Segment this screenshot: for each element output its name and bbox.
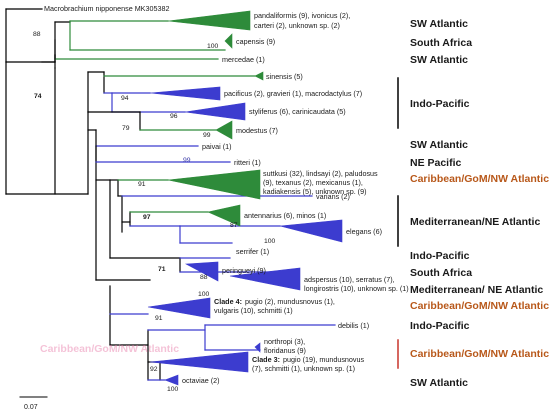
taxon-antennarius: antennarius (6), minos (1) xyxy=(244,211,326,220)
taxon-suttkusi-2: (9), texanus (2), mexicanus (1), xyxy=(263,178,363,187)
bootstrap-value: 87 xyxy=(230,222,238,229)
taxon-ritteri: ritteri (1) xyxy=(234,158,261,167)
bootstrap-value: 100 xyxy=(264,238,276,245)
bootstrap-value: 100 xyxy=(207,43,219,50)
region-labels: SW Atlantic South Africa SW Atlantic Ind… xyxy=(410,18,549,389)
clade-triangle-pandaliformis xyxy=(167,10,251,31)
clade4-label: Clade 4: xyxy=(214,297,242,306)
clade-triangle-adspersus xyxy=(229,267,301,291)
indo-pacific-branches xyxy=(87,71,256,195)
faded-region-label: Caribbean/GoM/NW Atlantic xyxy=(40,343,179,355)
taxon-pandaliformis: pandaliformis (9), ivonicus (2), xyxy=(254,11,350,20)
bootstrap-value: 88 xyxy=(200,274,208,281)
taxon-modestus: modestus (7) xyxy=(236,126,278,135)
region-mediterranean-1: Mediterranean/NE Atlantic xyxy=(410,216,540,228)
main-stem xyxy=(5,61,89,195)
taxon-elegans: elegans (6) xyxy=(346,227,382,236)
clade-triangle-northropi xyxy=(254,342,261,353)
top-clade-branches xyxy=(54,20,226,63)
scale-bar-label: 0.07 xyxy=(24,404,38,411)
root-branches xyxy=(5,8,56,63)
clade-triangle-clade4 xyxy=(147,297,211,319)
region-sw-atlantic-4: SW Atlantic xyxy=(410,377,468,389)
clade-triangle-sinensis xyxy=(254,71,264,81)
taxon-mercedae: mercedae (1) xyxy=(222,55,265,64)
bootstrap-value: 71 xyxy=(158,266,166,273)
region-mediterranean-2: Mediterranean/ NE Atlantic xyxy=(410,284,543,296)
clade-triangle-modestus xyxy=(215,120,233,140)
clade-triangle-capensis xyxy=(224,33,233,49)
taxon-sinensis: sinensis (5) xyxy=(266,72,303,81)
region-sw-atlantic-1: SW Atlantic xyxy=(410,18,468,30)
bootstrap-value: 97 xyxy=(143,214,151,221)
taxon-adspersus-1: adspersus (10), serratus (7), xyxy=(304,275,395,284)
taxon-clade3-1: pugio (19), mundusnovus xyxy=(283,355,365,364)
taxon-capensis: capensis (9) xyxy=(236,37,275,46)
clade3-label: Clade 3: xyxy=(252,355,280,364)
taxon-northropi-1: northropi (3), xyxy=(264,337,305,346)
bottom-clade-branches xyxy=(95,279,336,381)
region-caribbean-1: Caribbean/GoM/NW Atlantic xyxy=(410,173,549,185)
root-label: Macrobrachium nipponense MK305382 xyxy=(44,4,169,13)
bootstrap-value: 100 xyxy=(167,386,179,393)
taxon-pandaliformis-2: carteri (2), unknown sp. (2) xyxy=(254,21,340,30)
region-indo-pacific-2: Indo-Pacific xyxy=(410,250,470,262)
taxon-adspersus-2: longirostris (10), unknown sp. (1) xyxy=(304,284,409,293)
taxon-styliferus: styliferus (6), carinicaudata (5) xyxy=(249,107,346,116)
taxon-pacificus: pacificus (2), gravieri (1), macrodactyl… xyxy=(224,89,362,98)
taxon-suttkusi-1: suttkusi (32), lindsayi (2), paludosus xyxy=(263,169,378,178)
region-caribbean-2: Caribbean/GoM/NW Atlantic xyxy=(410,300,549,312)
taxon-suttkusi-3: kadiakensis (5), unknown sp. (9) xyxy=(263,187,366,196)
taxon-paivai: paivai (1) xyxy=(202,142,232,151)
bootstrap-value: 99 xyxy=(203,132,211,139)
bootstrap-value: 88 xyxy=(33,31,41,38)
taxon-debilis: debilis (1) xyxy=(338,321,369,330)
bootstrap-value: 100 xyxy=(198,291,210,298)
region-ne-pacific: NE Pacific xyxy=(410,157,462,169)
bootstrap-value: 74 xyxy=(34,93,42,100)
clade-triangle-peringueyi xyxy=(184,261,219,282)
taxon-serrifer: serrifer (1) xyxy=(236,247,269,256)
region-caribbean-3: Caribbean/GoM/NW Atlantic xyxy=(410,348,549,360)
taxa-labels: Macrobrachium nipponense MK305382 pandal… xyxy=(44,4,409,385)
clade-triangle-pacificus xyxy=(149,86,221,101)
region-sw-atlantic-3: SW Atlantic xyxy=(410,139,468,151)
bootstrap-value: 94 xyxy=(121,95,129,102)
region-sw-atlantic-2: SW Atlantic xyxy=(410,54,468,66)
region-south-africa-2: South Africa xyxy=(410,267,472,279)
taxon-clade3-2: (7), schmitti (1), unknown sp. (1) xyxy=(252,364,355,373)
lower-clade-branches xyxy=(87,129,313,281)
clade-triangle-clade3 xyxy=(149,351,249,373)
clade-triangle-antennarius xyxy=(207,204,241,227)
bootstrap-value: 99 xyxy=(183,157,191,164)
clade-triangle-elegans xyxy=(279,219,343,243)
taxon-clade4-2: vulgaris (10), schmitti (1) xyxy=(214,306,293,315)
bootstrap-value: 91 xyxy=(138,181,146,188)
bootstrap-value: 91 xyxy=(155,315,163,322)
bootstrap-value: 92 xyxy=(150,366,158,373)
taxon-northropi-2: floridanus (9) xyxy=(264,346,306,355)
bootstrap-values: 88 100 74 94 96 79 99 99 91 97 87 100 71… xyxy=(33,31,276,393)
taxon-varians: varians (2) xyxy=(316,192,350,201)
region-indo-pacific-3: Indo-Pacific xyxy=(410,320,470,332)
bootstrap-value: 96 xyxy=(170,113,178,120)
bootstrap-value: 79 xyxy=(122,125,130,132)
region-indo-pacific-1: Indo-Pacific xyxy=(410,98,470,110)
clade-triangle-suttkusi xyxy=(167,169,261,200)
taxon-clade4-1: pugio (2), mundusnovus (1), xyxy=(245,297,335,306)
taxon-octaviae: octaviae (2) xyxy=(182,376,220,385)
region-south-africa-1: South Africa xyxy=(410,37,472,49)
clade-triangle-styliferus xyxy=(184,102,246,121)
taxon-peringueyi: peringueyi (9) xyxy=(222,266,266,275)
clade-triangle-octaviae xyxy=(164,374,179,386)
